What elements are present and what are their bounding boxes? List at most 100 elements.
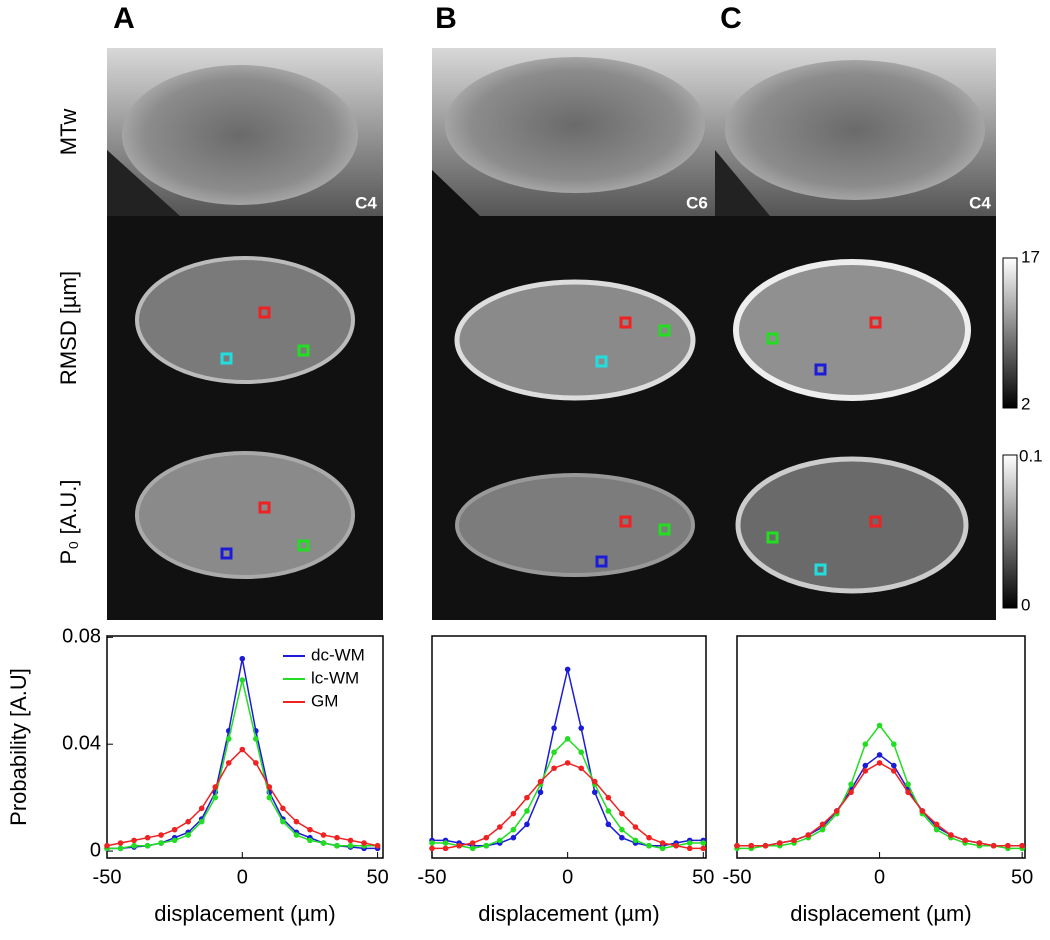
data-point xyxy=(876,760,883,766)
data-point xyxy=(307,826,313,833)
legend-label: GM xyxy=(311,691,338,710)
series-line xyxy=(737,753,1023,847)
data-point xyxy=(862,768,869,774)
x-tick-label: 50 xyxy=(366,866,388,888)
data-point xyxy=(442,845,449,852)
x-tick-label: 0 xyxy=(237,866,248,888)
data-point xyxy=(578,725,585,731)
data-point xyxy=(510,810,517,817)
y-axis-label: Probability [A.U] xyxy=(6,668,31,826)
x-axis-label: displacement (µm) xyxy=(478,901,659,926)
colorbar-label: 17 xyxy=(1021,247,1040,266)
data-point xyxy=(225,736,232,742)
data-point xyxy=(158,840,164,846)
x-axis-label: displacement (µm) xyxy=(790,901,971,926)
data-point xyxy=(646,834,652,841)
data-point xyxy=(198,805,205,812)
level-label: C4 xyxy=(355,193,377,212)
data-point xyxy=(524,808,530,814)
x-tick-label: 50 xyxy=(1011,866,1033,888)
data-point xyxy=(632,824,639,830)
data-point xyxy=(429,845,435,852)
data-point xyxy=(510,826,517,833)
data-point xyxy=(334,842,340,849)
data-point xyxy=(686,845,693,852)
data-point xyxy=(990,842,997,849)
data-point xyxy=(762,842,769,849)
plot-frame xyxy=(431,635,707,859)
data-point xyxy=(537,778,544,785)
data-point xyxy=(659,845,666,852)
data-point xyxy=(524,794,530,801)
data-point xyxy=(469,845,476,852)
row-label: P₀ [A.U.] xyxy=(56,480,81,565)
data-point xyxy=(933,821,940,828)
data-point xyxy=(700,845,707,852)
data-point xyxy=(891,741,897,747)
data-point xyxy=(933,826,940,833)
data-point xyxy=(564,736,571,742)
x-tick-label: -50 xyxy=(723,866,752,888)
y-tick-label: 0.04 xyxy=(62,732,101,754)
colorbar xyxy=(1002,454,1018,609)
data-point xyxy=(564,760,571,766)
data-point xyxy=(632,837,639,844)
data-point xyxy=(497,837,503,844)
parameter-maps xyxy=(107,216,996,620)
data-point xyxy=(266,794,273,801)
data-point xyxy=(1019,842,1025,849)
data-point xyxy=(948,832,954,838)
data-point xyxy=(253,760,259,766)
data-point xyxy=(876,722,883,729)
data-point xyxy=(591,778,598,785)
data-point xyxy=(646,842,652,849)
x-tick-label: 0 xyxy=(874,866,885,888)
data-point xyxy=(578,765,585,772)
data-point xyxy=(361,840,367,846)
plot-frame xyxy=(106,635,384,859)
data-point xyxy=(280,805,286,812)
data-point xyxy=(919,808,926,814)
data-point xyxy=(537,789,544,796)
panel-label: A xyxy=(113,2,135,35)
data-point xyxy=(876,752,883,758)
colorbar-label: 2 xyxy=(1021,394,1030,413)
legend-label: lc-WM xyxy=(311,668,359,687)
row-label: MTw xyxy=(56,109,81,156)
data-point xyxy=(619,810,625,817)
data-point xyxy=(524,821,530,828)
data-point xyxy=(293,832,300,838)
x-tick-label: -50 xyxy=(418,866,447,888)
series-line xyxy=(432,762,704,850)
colorbar-label: 0 xyxy=(1021,595,1030,614)
y-tick-label: 0 xyxy=(90,839,101,861)
data-point xyxy=(659,840,666,846)
data-point xyxy=(198,818,205,825)
data-point xyxy=(131,842,137,849)
series-line xyxy=(737,762,1023,847)
data-point xyxy=(848,781,854,788)
data-point xyxy=(686,840,693,846)
data-point xyxy=(673,842,679,849)
y-tick-label: 0.08 xyxy=(62,626,101,648)
data-point xyxy=(551,749,557,756)
data-point xyxy=(819,821,826,828)
data-point xyxy=(144,834,151,841)
legend-label: dc-WM xyxy=(311,645,365,664)
data-point xyxy=(456,842,462,849)
data-point xyxy=(117,845,124,852)
data-point xyxy=(171,826,178,833)
data-point xyxy=(144,842,151,849)
data-point xyxy=(605,794,612,801)
data-point xyxy=(862,741,869,747)
data-point xyxy=(266,784,273,790)
data-point xyxy=(591,789,598,796)
panel-label: B xyxy=(435,2,457,35)
x-tick-label: -50 xyxy=(93,866,122,888)
data-point xyxy=(483,842,490,849)
data-point xyxy=(497,824,503,830)
plot-frame xyxy=(736,635,1026,859)
data-point xyxy=(605,808,612,814)
